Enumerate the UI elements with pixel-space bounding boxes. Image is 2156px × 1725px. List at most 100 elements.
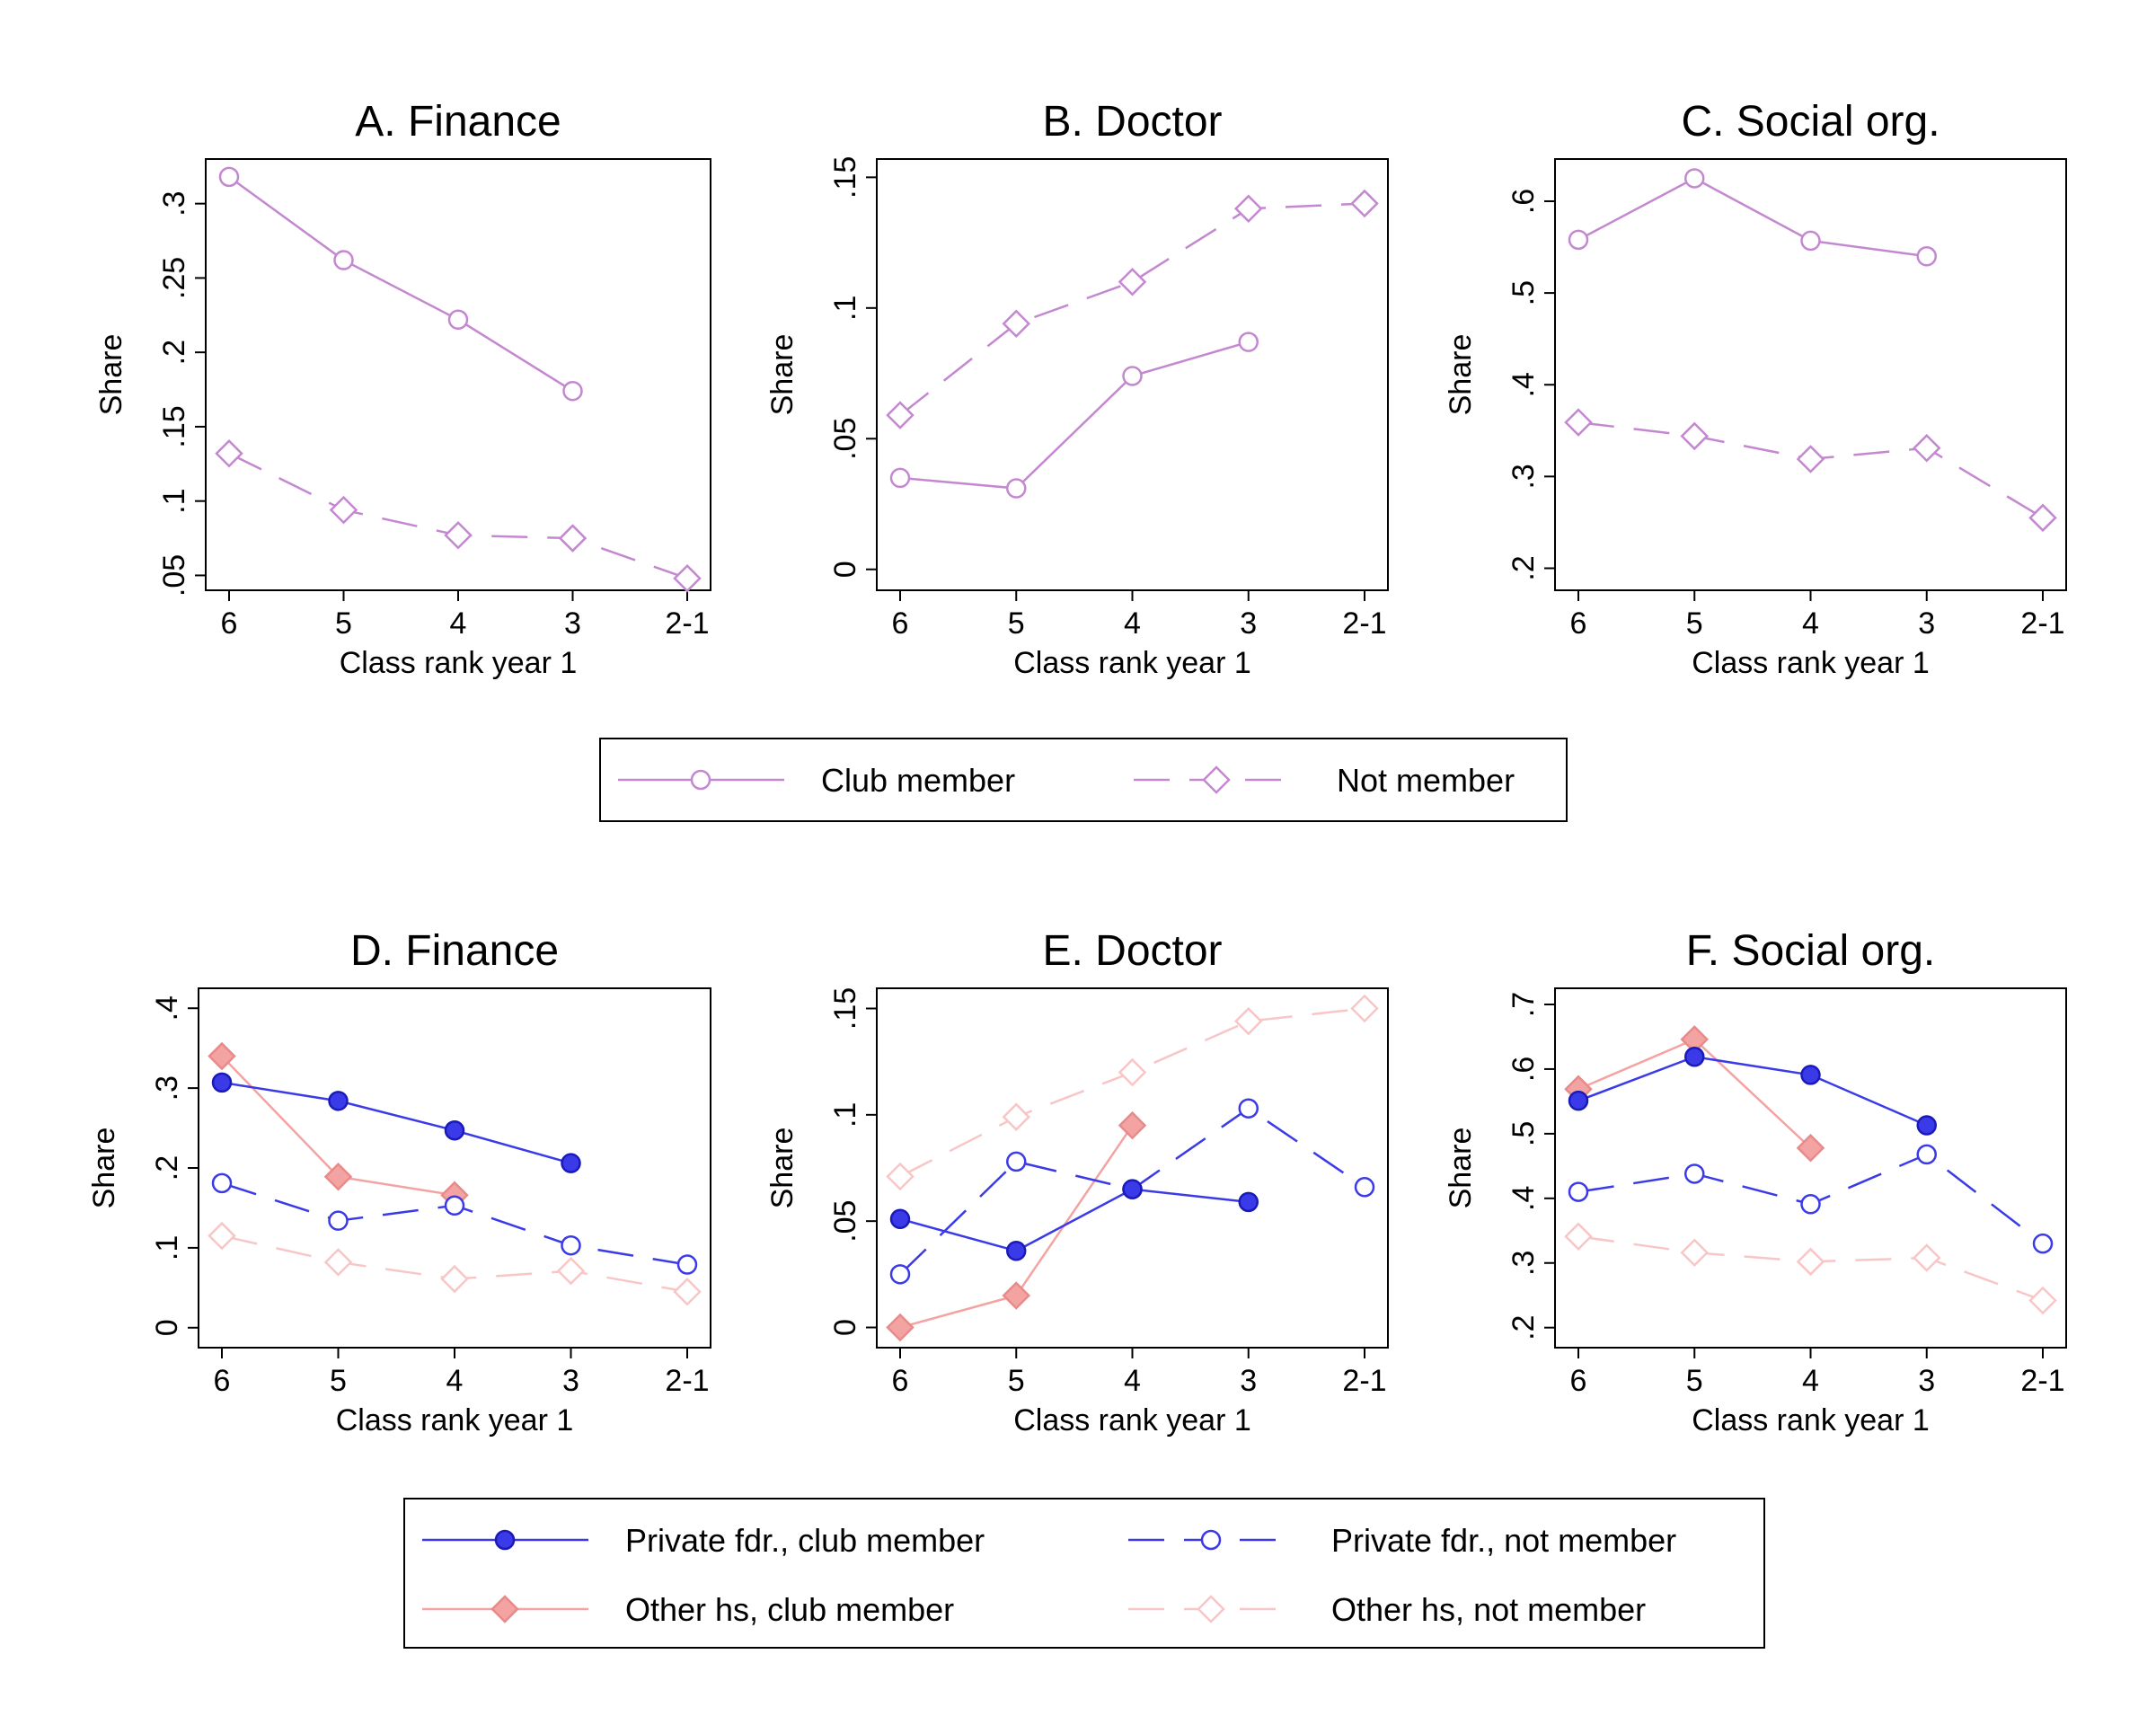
y-tick-label: .2 bbox=[1507, 1315, 1541, 1340]
series-priv_club bbox=[211, 1072, 581, 1173]
y-axis-label: Share bbox=[94, 334, 128, 416]
data-point bbox=[1568, 229, 1589, 251]
data-point bbox=[1568, 1090, 1589, 1111]
data-point bbox=[211, 1072, 233, 1093]
data-point bbox=[1684, 1163, 1705, 1184]
legend-item-other_club: Other hs, club member bbox=[422, 1591, 954, 1628]
y-tick-label: .1 bbox=[157, 489, 191, 514]
data-point bbox=[1233, 1006, 1263, 1036]
x-tick-label: 5 bbox=[330, 1364, 347, 1398]
y-tick-label: .4 bbox=[1507, 1186, 1541, 1211]
legend-item-club: Club member bbox=[618, 762, 1015, 799]
series-priv_club bbox=[1568, 1047, 1937, 1136]
data-point bbox=[329, 495, 358, 525]
legend-item-priv_club: Private fdr., club member bbox=[422, 1522, 985, 1559]
data-point bbox=[1796, 445, 1825, 473]
y-axis-label: Share bbox=[87, 1128, 121, 1209]
data-point bbox=[2032, 1233, 2054, 1254]
data-point bbox=[208, 1041, 236, 1071]
x-tick-label: 2-1 bbox=[2020, 1364, 2064, 1398]
data-point bbox=[1684, 168, 1705, 189]
data-point bbox=[1912, 433, 1941, 463]
x-tick-label: 3 bbox=[562, 1364, 579, 1398]
x-tick-label: 5 bbox=[1008, 606, 1025, 641]
y-tick-label: .1 bbox=[150, 1235, 184, 1261]
data-point bbox=[1564, 408, 1593, 437]
x-axis-label: Class rank year 1 bbox=[340, 646, 578, 680]
x-tick-label: 4 bbox=[450, 606, 467, 641]
y-tick-label: .05 bbox=[828, 418, 862, 460]
legend-marker bbox=[1200, 1529, 1222, 1551]
y-tick-label: .15 bbox=[828, 987, 862, 1030]
panel-6: F. Social org. .2 .3 .4 .5 .6 .7 6 5 4 3 2-1 Class r… bbox=[1444, 927, 2067, 1438]
series-priv_not bbox=[1568, 1144, 2054, 1254]
data-point bbox=[2028, 503, 2057, 533]
series-line bbox=[1577, 1055, 1928, 1127]
panel-4: D. Finance 0 .1 .2 .3 .4 6 5 4 3 2-1 Class rank yea… bbox=[87, 927, 711, 1438]
legend-label: Other hs, not member bbox=[1331, 1591, 1646, 1628]
y-axis-label: Share bbox=[765, 1128, 800, 1209]
x-tick-label: 6 bbox=[221, 606, 238, 641]
data-point bbox=[558, 524, 588, 553]
x-tick-label: 3 bbox=[1240, 606, 1257, 641]
x-tick-label: 2-1 bbox=[665, 606, 709, 641]
series-not bbox=[1564, 408, 2057, 533]
data-point bbox=[215, 438, 243, 468]
y-axis-label: Share bbox=[1444, 1128, 1478, 1209]
legend-marker bbox=[1197, 1595, 1225, 1623]
legend-marker bbox=[690, 769, 711, 791]
x-tick-label: 5 bbox=[1008, 1364, 1025, 1398]
x-tick-label: 3 bbox=[564, 606, 581, 641]
data-point bbox=[556, 1256, 586, 1286]
y-tick-label: .2 bbox=[157, 340, 191, 365]
series-not bbox=[215, 438, 702, 593]
panel-title: B. Doctor bbox=[1042, 98, 1222, 146]
y-tick-label: .6 bbox=[1507, 189, 1541, 214]
data-point bbox=[1916, 1144, 1937, 1165]
data-point bbox=[1233, 194, 1263, 224]
data-point bbox=[1800, 1065, 1821, 1085]
y-tick-label: .1 bbox=[828, 1102, 862, 1128]
y-tick-label: .4 bbox=[1507, 372, 1541, 397]
data-point bbox=[1350, 994, 1379, 1023]
data-point bbox=[889, 1208, 911, 1230]
data-point bbox=[889, 467, 911, 489]
data-point bbox=[1680, 421, 1710, 451]
data-point bbox=[676, 1254, 698, 1275]
x-tick-label: 4 bbox=[1124, 1364, 1141, 1398]
data-point bbox=[333, 250, 354, 270]
data-point bbox=[440, 1264, 469, 1294]
y-tick-label: .7 bbox=[1507, 992, 1541, 1017]
y-tick-label: .3 bbox=[157, 190, 191, 216]
y-tick-label: .2 bbox=[150, 1155, 184, 1181]
x-axis-label: Class rank year 1 bbox=[1013, 1403, 1251, 1438]
y-tick-label: .15 bbox=[828, 156, 862, 199]
data-point bbox=[444, 1195, 465, 1216]
series-club bbox=[889, 332, 1259, 499]
data-point bbox=[1916, 1115, 1937, 1136]
y-tick-label: 0 bbox=[828, 561, 862, 578]
data-point bbox=[561, 1153, 581, 1173]
data-point bbox=[328, 1091, 349, 1111]
x-tick-label: 6 bbox=[892, 1364, 909, 1398]
data-point bbox=[1118, 267, 1147, 296]
data-point bbox=[1796, 1247, 1825, 1277]
legend-label: Other hs, club member bbox=[625, 1591, 954, 1628]
legend-item-priv_not: Private fdr., not member bbox=[1128, 1522, 1676, 1559]
series-other_club bbox=[886, 1110, 1147, 1342]
legend-label: Private fdr., club member bbox=[625, 1522, 985, 1559]
x-tick-label: 5 bbox=[335, 606, 352, 641]
data-point bbox=[1354, 1177, 1375, 1198]
data-point bbox=[1238, 332, 1259, 352]
x-tick-label: 3 bbox=[1918, 606, 1935, 641]
data-point bbox=[1800, 1194, 1821, 1215]
data-point bbox=[323, 1163, 353, 1191]
data-point bbox=[1912, 1243, 1941, 1272]
y-tick-label: 0 bbox=[150, 1319, 184, 1336]
y-tick-label: .5 bbox=[1507, 1121, 1541, 1146]
y-tick-label: .25 bbox=[157, 257, 191, 299]
legend-marker bbox=[494, 1529, 516, 1551]
y-tick-label: .1 bbox=[828, 296, 862, 321]
y-tick-label: .3 bbox=[1507, 464, 1541, 489]
data-point bbox=[1568, 1181, 1589, 1202]
